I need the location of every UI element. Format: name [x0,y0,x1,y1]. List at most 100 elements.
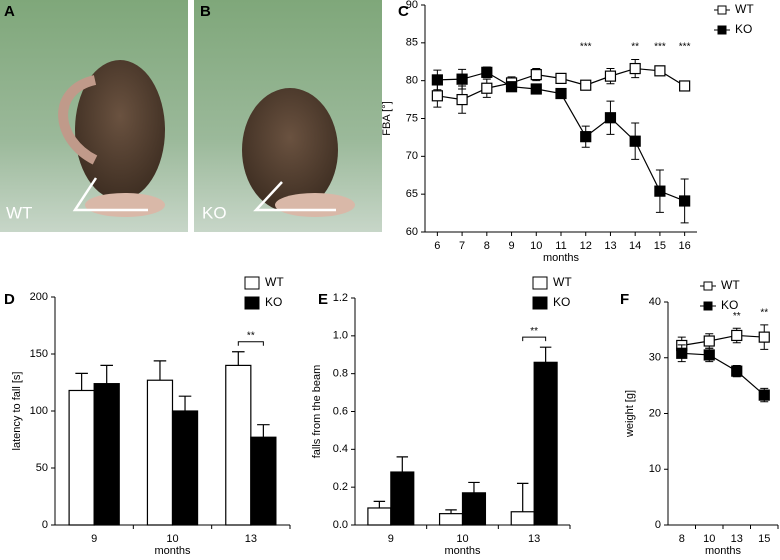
error-bar [178,395,192,411]
series-line [681,352,765,396]
y-tick-label: 0 [42,519,48,531]
marker [703,335,715,347]
marker [676,347,688,359]
x-tick-label: 9 [388,533,394,545]
marker [679,195,691,207]
significance: ** [247,330,255,341]
error-bar [257,424,270,438]
x-tick-label: 9 [91,533,97,545]
bracket [522,336,547,342]
legend-label: KO [735,22,752,36]
y-tick-label: 1.0 [333,330,348,342]
y-tick-label: 100 [30,405,48,417]
y-tick-label: 200 [30,291,48,303]
bar [93,383,120,526]
legend-label: WT [735,2,754,16]
y-tick-label: 0 [655,519,661,531]
x-tick-label: 13 [604,240,616,252]
photo-label: WT [6,203,32,222]
legend-label: WT [265,275,284,289]
marker [505,81,518,93]
legend-swatch [703,301,713,311]
y-tick-label: 70 [406,150,418,162]
marker [731,365,743,377]
error-bar [516,482,529,512]
photo-label: KO [202,203,227,222]
legend-label: WT [553,275,572,289]
x-tick-label: 10 [456,533,468,545]
bar [510,511,535,526]
y-tick-label: 0.8 [333,368,348,380]
legend-swatch [532,296,548,310]
bar [225,364,252,526]
error-bar [373,500,386,508]
y-axis-label: weight [g] [624,390,636,438]
x-tick-label: 7 [459,240,465,252]
y-tick-label: 75 [406,112,418,124]
legend-swatch [244,296,260,310]
y-tick-label: 90 [406,0,418,11]
x-tick-label: 16 [679,240,691,252]
marker [580,79,592,91]
x-tick-label: 8 [484,240,490,252]
error-bar [232,351,245,366]
legend-label: KO [553,295,570,309]
significance: *** [580,42,592,53]
marker [629,135,641,147]
y-tick-label: 0.0 [333,519,348,531]
y-tick-label: 85 [406,37,418,49]
error-bar [468,481,480,493]
bar [367,507,392,526]
error-bar [445,509,457,514]
bar [146,379,174,526]
legend-swatch [532,276,548,290]
y-axis-label: FBA [°] [381,101,393,135]
y-tick-label: 0.6 [333,405,348,417]
x-tick-label: 8 [679,533,685,545]
y-axis-label: falls from the beam [311,365,323,459]
bar [438,513,464,526]
marker [703,349,715,361]
x-tick-label: 10 [530,240,542,252]
error-bar [100,364,113,384]
error-bar [153,360,167,381]
x-tick-label: 11 [555,240,566,252]
x-axis-label: months [705,545,742,557]
marker [679,80,691,92]
panel-letter: B [200,3,211,20]
marker [431,90,443,102]
marker [654,185,666,197]
marker [530,83,542,95]
legend-swatch [717,5,727,15]
marker [731,329,743,342]
marker [629,62,641,75]
panel-letter: E [318,291,328,308]
panel-letter: D [4,291,15,308]
legend-label: WT [721,278,740,292]
y-tick-label: 50 [36,462,48,474]
significance: ** [530,326,538,337]
panel-letter: A [4,3,15,20]
bar [461,492,487,526]
marker [555,72,567,84]
x-tick-label: 6 [434,240,440,252]
bar [171,410,199,526]
significance: *** [679,42,691,53]
marker [758,331,770,343]
x-tick-label: 13 [245,533,257,545]
x-tick-label: 13 [731,533,743,545]
marker [758,389,770,401]
marker [604,112,617,124]
significance: ** [631,42,639,53]
bar [390,471,415,526]
significance: *** [654,42,666,53]
legend-label: KO [265,295,282,309]
marker [431,74,443,86]
y-tick-label: 40 [649,296,661,308]
y-tick-label: 30 [649,352,661,364]
x-tick-label: 13 [528,533,540,545]
marker [456,93,468,106]
y-tick-label: 60 [406,226,418,238]
panel-letter: F [620,291,629,308]
x-tick-label: 15 [654,240,666,252]
